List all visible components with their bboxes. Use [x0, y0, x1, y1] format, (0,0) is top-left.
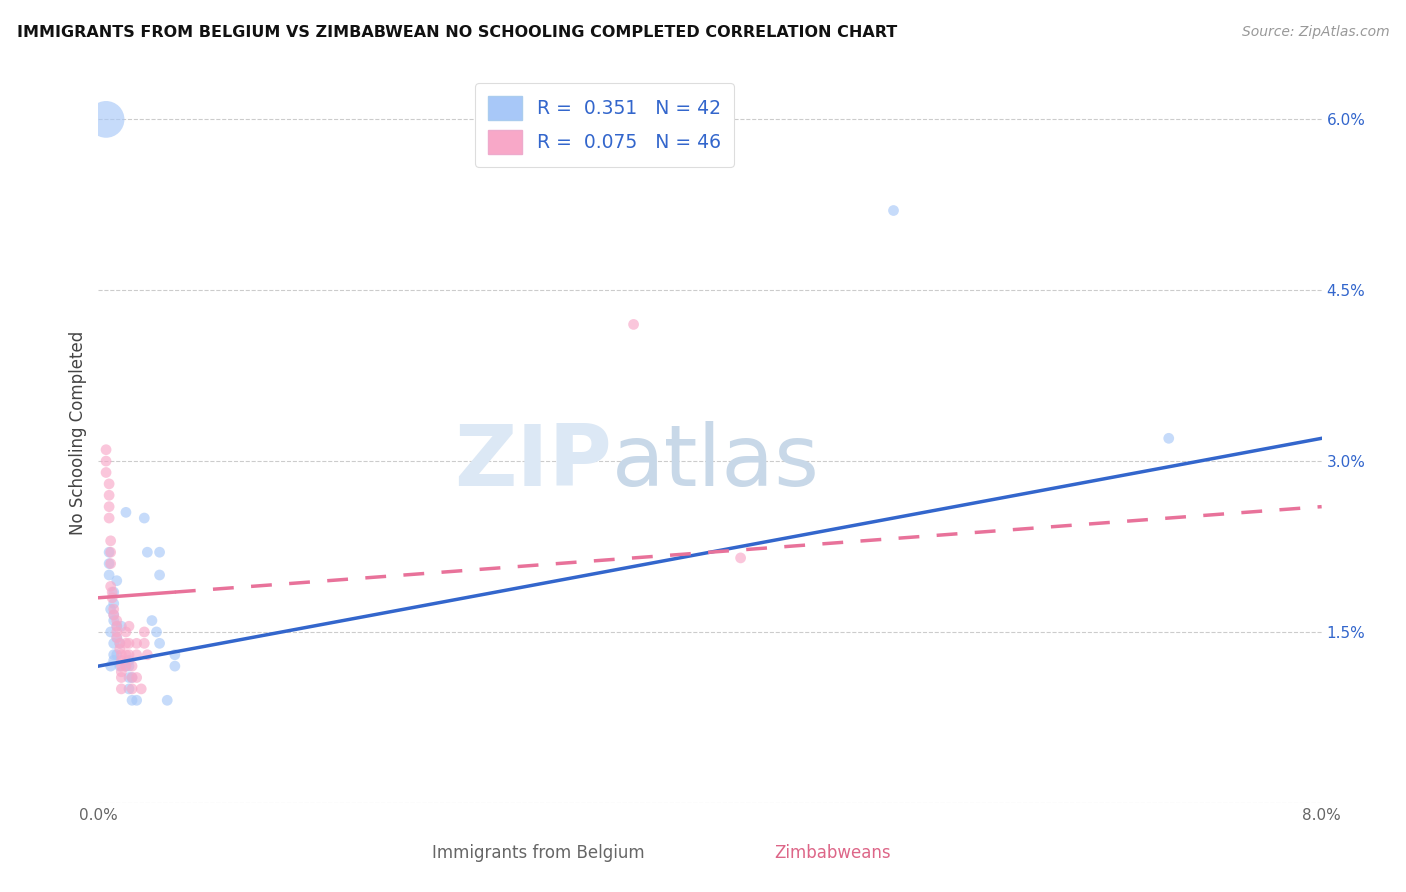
Legend: R =  0.351   N = 42, R =  0.075   N = 46: R = 0.351 N = 42, R = 0.075 N = 46 [475, 83, 734, 167]
Point [98, 511, 121, 525]
Point [118, 659, 141, 673]
Point [115, 659, 138, 673]
Point [118, 648, 141, 662]
Point [94, 466, 117, 480]
Point [125, 648, 148, 662]
Point [115, 659, 138, 673]
Text: Source: ZipAtlas.com: Source: ZipAtlas.com [1241, 25, 1389, 39]
Point [98, 500, 121, 514]
Point [105, 624, 128, 639]
Point [110, 671, 132, 685]
Point [118, 671, 141, 685]
Point [103, 653, 125, 667]
Text: IMMIGRANTS FROM BELGIUM VS ZIMBABWEAN NO SCHOOLING COMPLETED CORRELATION CHART: IMMIGRANTS FROM BELGIUM VS ZIMBABWEAN NO… [17, 25, 897, 40]
Point [1157, 431, 1180, 445]
Point [115, 648, 138, 662]
Point [115, 505, 138, 519]
Point [108, 636, 131, 650]
Point [94, 112, 117, 127]
Point [108, 636, 131, 650]
Point [163, 659, 186, 673]
Point [103, 614, 125, 628]
Point [118, 653, 141, 667]
Point [110, 648, 132, 662]
Point [136, 648, 159, 662]
Point [163, 648, 186, 662]
Point [134, 624, 156, 639]
Point [108, 659, 131, 673]
Point [105, 631, 128, 645]
Point [98, 557, 121, 571]
Point [110, 681, 132, 696]
Point [118, 681, 141, 696]
Point [103, 607, 125, 622]
Point [115, 636, 138, 650]
Point [623, 318, 645, 332]
Point [100, 533, 122, 548]
Point [110, 653, 132, 667]
Point [100, 659, 122, 673]
Point [94, 454, 117, 468]
Point [149, 568, 172, 582]
Point [125, 671, 148, 685]
Point [121, 693, 143, 707]
Point [121, 659, 143, 673]
Text: atlas: atlas [612, 421, 820, 504]
Point [105, 648, 128, 662]
Point [103, 648, 125, 662]
Point [136, 545, 159, 559]
Point [118, 619, 141, 633]
Point [100, 624, 122, 639]
Point [105, 574, 128, 588]
Point [100, 579, 122, 593]
Point [101, 585, 124, 599]
Point [730, 550, 752, 565]
Point [101, 591, 124, 605]
Point [105, 614, 128, 628]
Point [149, 545, 172, 559]
Point [103, 607, 125, 622]
Point [100, 602, 122, 616]
Point [105, 619, 128, 633]
Point [121, 681, 143, 696]
Point [118, 636, 141, 650]
Point [156, 693, 179, 707]
Text: Zimbabweans: Zimbabweans [775, 844, 890, 862]
Point [103, 602, 125, 616]
Point [105, 619, 128, 633]
Point [98, 568, 121, 582]
Point [883, 203, 905, 218]
Point [129, 681, 152, 696]
Point [105, 631, 128, 645]
Point [100, 557, 122, 571]
Y-axis label: No Schooling Completed: No Schooling Completed [69, 331, 87, 534]
Point [103, 636, 125, 650]
Point [121, 671, 143, 685]
Text: ZIP: ZIP [454, 421, 612, 504]
Point [121, 671, 143, 685]
Point [98, 545, 121, 559]
Point [110, 619, 132, 633]
Point [134, 636, 156, 650]
Point [103, 597, 125, 611]
Point [108, 642, 131, 657]
Point [94, 442, 117, 457]
Point [98, 488, 121, 502]
Point [141, 614, 163, 628]
Point [100, 545, 122, 559]
Point [125, 636, 148, 650]
Point [134, 511, 156, 525]
Point [145, 624, 167, 639]
Point [125, 693, 148, 707]
Point [149, 636, 172, 650]
Text: Immigrants from Belgium: Immigrants from Belgium [433, 844, 645, 862]
Point [110, 665, 132, 679]
Point [98, 476, 121, 491]
Point [103, 585, 125, 599]
Point [115, 624, 138, 639]
Point [110, 659, 132, 673]
